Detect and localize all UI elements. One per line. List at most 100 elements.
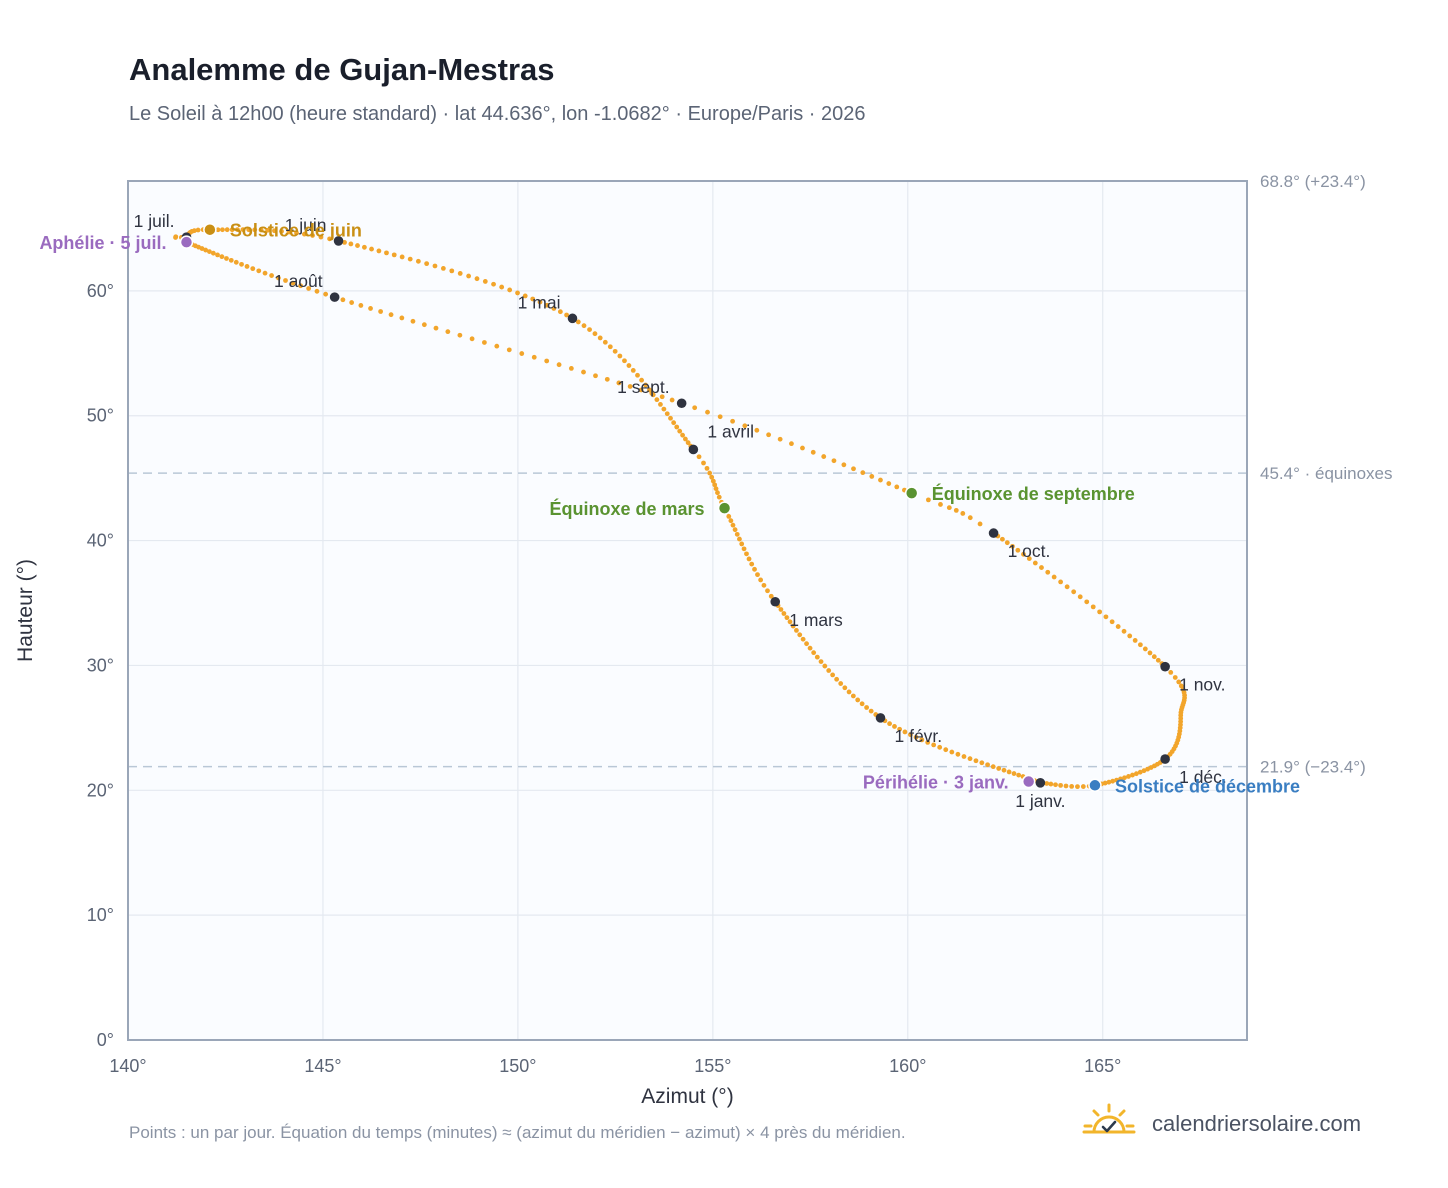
daily-point <box>671 420 677 426</box>
daily-point <box>1141 768 1147 774</box>
daily-point <box>219 254 225 260</box>
x-tick-label: 165° <box>1084 1056 1121 1076</box>
daily-point <box>967 756 973 762</box>
plot-area <box>128 181 1247 1040</box>
daily-point <box>990 764 996 770</box>
y-tick-label: 50° <box>87 406 114 426</box>
daily-point <box>474 276 480 282</box>
daily-point <box>1084 599 1090 605</box>
daily-point <box>855 697 861 703</box>
daily-point <box>537 299 543 305</box>
daily-point <box>664 411 670 417</box>
daily-point <box>210 250 216 256</box>
daily-point <box>604 376 610 382</box>
daily-point <box>946 505 952 511</box>
daily-point <box>692 405 698 411</box>
daily-point <box>850 693 856 699</box>
daily-point <box>730 522 736 528</box>
daily-point <box>846 689 852 695</box>
daily-point <box>1121 628 1127 634</box>
daily-point <box>399 315 405 321</box>
daily-point <box>306 286 312 291</box>
daily-point <box>638 387 644 393</box>
daily-point <box>737 536 742 542</box>
month-label: 1 mars <box>789 610 843 630</box>
daily-point <box>814 654 820 660</box>
daily-point <box>674 424 680 430</box>
daily-point <box>1147 650 1153 656</box>
daily-point <box>530 296 536 302</box>
daily-point <box>961 754 967 759</box>
daily-point <box>1155 657 1161 663</box>
daily-point <box>407 256 413 262</box>
daily-point <box>1102 780 1108 786</box>
month-label: 1 déc. <box>1179 767 1227 787</box>
daily-point <box>768 593 774 599</box>
daily-point <box>931 742 937 748</box>
event-marker <box>717 501 732 515</box>
daily-point <box>568 366 574 371</box>
daily-point <box>1069 783 1075 789</box>
daily-point <box>943 747 949 753</box>
daily-point <box>224 256 229 261</box>
daily-point <box>654 397 660 403</box>
daily-point <box>1090 604 1096 610</box>
y-tick-label: 30° <box>87 655 114 675</box>
daily-point <box>953 507 959 513</box>
footnote: Points : un par jour. Équation du temps … <box>129 1123 906 1142</box>
brand-name[interactable]: calendriersolaire.com <box>1152 1111 1362 1136</box>
daily-point <box>440 265 446 271</box>
daily-point <box>902 729 908 735</box>
daily-point <box>734 531 740 537</box>
daily-point <box>494 343 500 349</box>
sun-check-icon <box>1082 1103 1136 1134</box>
daily-point <box>868 708 874 714</box>
month-label: 1 sept. <box>617 377 670 397</box>
daily-point <box>685 440 691 446</box>
daily-point <box>279 228 284 234</box>
plot-frame <box>127 180 1248 1041</box>
daily-point <box>457 271 463 276</box>
brand[interactable]: calendriersolaire.com <box>1082 1102 1361 1146</box>
daily-point <box>378 309 384 314</box>
daily-point <box>388 312 394 318</box>
daily-point <box>1176 679 1182 685</box>
event-marker <box>179 235 194 249</box>
daily-point <box>581 323 587 329</box>
chart-subtitle: Le Soleil à 12h00 (heure standard) · lat… <box>129 103 866 125</box>
daily-point <box>1132 638 1138 643</box>
daily-point <box>283 278 288 283</box>
daily-point <box>265 227 271 233</box>
daily-point <box>215 227 221 233</box>
daily-point <box>869 474 875 479</box>
daily-point <box>804 641 809 647</box>
month-marker <box>875 713 886 723</box>
daily-point <box>810 449 816 455</box>
daily-point <box>1110 778 1116 784</box>
daily-point <box>1045 569 1051 575</box>
daily-point <box>522 293 528 299</box>
daily-point <box>445 329 451 335</box>
daily-point <box>369 246 374 252</box>
event-marker <box>1021 774 1036 789</box>
daily-point <box>229 227 235 233</box>
month-marker <box>688 444 699 455</box>
daily-point <box>713 486 719 492</box>
daily-point <box>564 312 569 318</box>
daily-point <box>1137 769 1143 775</box>
daily-point <box>1127 633 1133 639</box>
event-marker <box>203 222 217 237</box>
daily-point <box>1109 619 1115 625</box>
daily-point <box>707 470 713 476</box>
daily-point <box>908 732 913 738</box>
month-label: 1 juil. <box>134 211 175 231</box>
daily-point <box>807 645 813 651</box>
daily-point <box>800 636 806 642</box>
daily-point <box>368 306 373 311</box>
daily-point <box>1001 767 1007 773</box>
daily-point <box>515 290 520 296</box>
daily-point <box>195 227 201 233</box>
event-label: Équinoxe de septembre <box>932 483 1135 504</box>
daily-point <box>897 726 903 732</box>
daily-point <box>224 227 230 233</box>
